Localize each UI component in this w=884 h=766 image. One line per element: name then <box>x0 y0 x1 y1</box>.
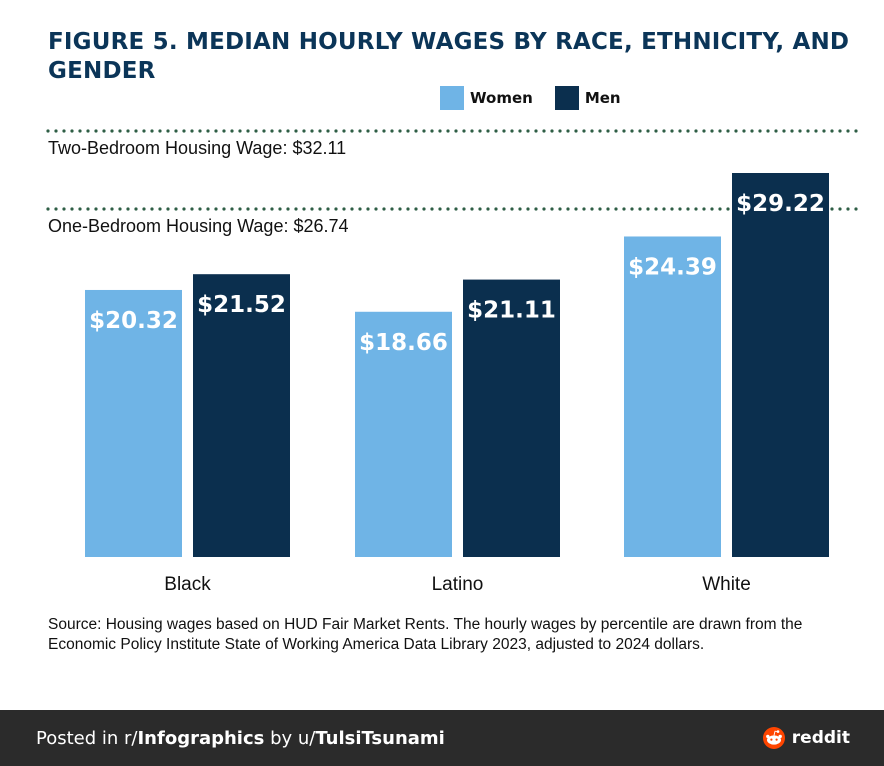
source-note: Source: Housing wages based on HUD Fair … <box>48 616 803 653</box>
legend-item-women: Women <box>440 86 533 110</box>
bar-white-men <box>732 173 829 557</box>
bar-white-women <box>624 236 721 557</box>
reddit-brand[interactable]: reddit <box>762 726 850 750</box>
subreddit-link[interactable]: Infographics <box>137 727 265 749</box>
value-label-white-women: $24.39 <box>628 254 717 280</box>
bar-black-women <box>85 289 182 557</box>
posted-prefix: Posted in r/ <box>36 727 138 749</box>
legend-item-men: Men <box>554 86 621 110</box>
reference-label-1: One-Bedroom Housing Wage: $26.74 <box>48 216 349 236</box>
legend-swatch-men <box>554 86 579 110</box>
bar-chart: $20.32 $21.52 Black $18.66 $21.11 Latino $24.3… <box>46 129 864 595</box>
category-label-latino: Latino <box>432 574 484 595</box>
reddit-logo-icon <box>762 727 785 749</box>
posted-credit: Posted in r/Infographics by u/TulsiTsuna… <box>36 728 445 749</box>
value-label-latino-men: $21.11 <box>467 298 556 324</box>
legend: Women Men <box>440 86 635 110</box>
bar-black-men <box>193 274 290 557</box>
footer-bar: Posted in r/Infographics by u/TulsiTsuna… <box>0 710 884 766</box>
posted-by: by u/ <box>264 727 316 749</box>
chart-title: FIGURE 5. MEDIAN HOURLY WAGES BY RACE, E… <box>48 29 850 84</box>
value-label-black-women: $20.32 <box>89 308 178 334</box>
reddit-wordmark: reddit <box>791 728 850 748</box>
user-link[interactable]: TulsiTsunami <box>315 727 445 749</box>
legend-label-men: Men <box>584 89 621 107</box>
legend-label-women: Women <box>470 89 533 107</box>
category-label-black: Black <box>164 574 211 595</box>
value-label-white-men: $29.22 <box>736 191 825 217</box>
category-label-white: White <box>702 574 751 595</box>
reference-label-0: Two-Bedroom Housing Wage: $32.11 <box>48 138 346 158</box>
bar-latino-men <box>463 279 560 557</box>
legend-swatch-women <box>440 86 464 110</box>
bar-latino-women <box>355 311 452 557</box>
value-label-latino-women: $18.66 <box>359 330 448 356</box>
value-label-black-men: $21.52 <box>197 292 286 318</box>
